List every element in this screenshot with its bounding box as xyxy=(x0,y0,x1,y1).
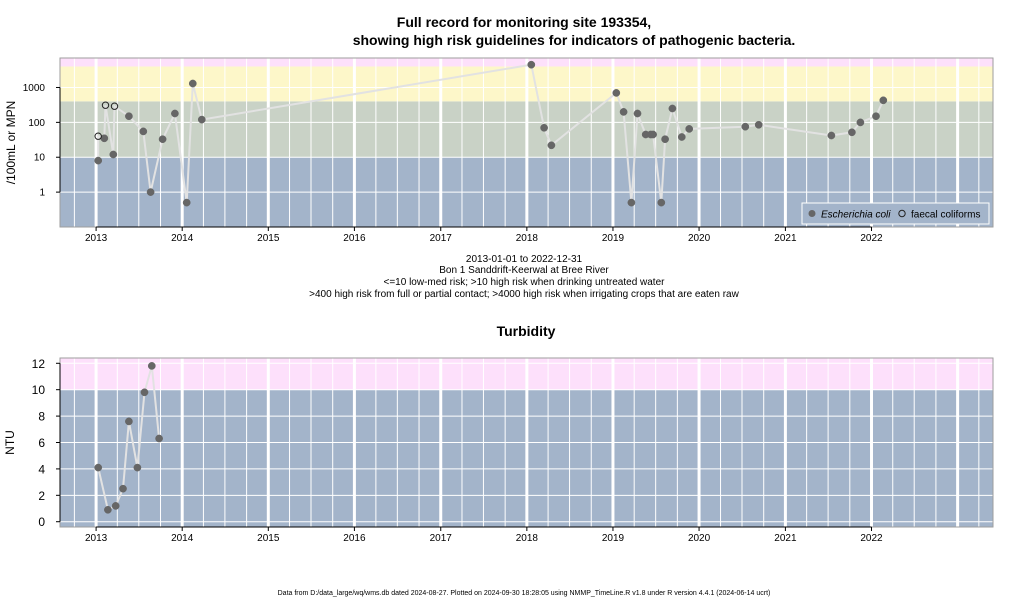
x-tick-label: 2014 xyxy=(171,233,194,244)
footer-note: Data from D:/data_large/wq/wms.db dated … xyxy=(278,590,771,597)
ecoli-point xyxy=(827,131,836,140)
ecoli-point xyxy=(657,198,666,207)
ecoli-point xyxy=(527,60,536,69)
legend-open-marker xyxy=(898,209,906,218)
x-tick-label: 2019 xyxy=(602,533,625,544)
ecoli-point xyxy=(649,130,657,139)
ecoli-point xyxy=(146,188,155,196)
legend-label-faecal-coliforms: faecal coliforms xyxy=(911,210,980,221)
x-tick-label: 2014 xyxy=(171,533,194,544)
turbidity-point xyxy=(125,417,133,426)
x-tick-label: 2016 xyxy=(343,233,366,244)
x-tick-label: 2015 xyxy=(257,533,280,544)
turbidity-point xyxy=(155,434,163,443)
y-axis-label: /100mL or MPN xyxy=(4,101,18,185)
y-tick-label: 10 xyxy=(32,383,46,397)
y-tick-label: 2 xyxy=(38,489,45,503)
y-tick-label: 1000 xyxy=(23,83,46,94)
turbidity-point xyxy=(111,502,120,510)
ecoli-point xyxy=(872,112,880,121)
y-tick-label: 10 xyxy=(34,153,46,164)
x-tick-label: 2020 xyxy=(688,233,711,244)
ecoli-point xyxy=(677,133,686,141)
faecal-coliform-point xyxy=(110,102,119,110)
x-tick-label: 2018 xyxy=(516,233,539,244)
turbidity-point xyxy=(133,463,142,472)
y-tick-label: 1 xyxy=(39,188,45,199)
x-tick-label: 2022 xyxy=(860,233,883,244)
turbidity-point xyxy=(104,505,112,514)
x-tick-label: 2013 xyxy=(85,533,108,544)
ecoli-point xyxy=(661,135,669,144)
subtitle-guideline-low: <=10 low-med risk; >10 high risk when dr… xyxy=(384,277,666,288)
y-tick-label: 6 xyxy=(38,436,45,450)
chart-title-line-2: showing high risk guidelines for indicat… xyxy=(353,32,796,48)
faecal-coliform-point xyxy=(101,101,110,109)
ecoli-panel: 1 10 100 1000 2013 2014 2015 2016 2017 2018 2019 20… xyxy=(4,57,994,244)
x-tick-label: 2021 xyxy=(774,533,797,544)
y-axis-label: NTU xyxy=(3,430,17,455)
ecoli-point xyxy=(109,150,118,159)
turbidity-panel-title: Turbidity xyxy=(497,323,556,339)
ecoli-point xyxy=(856,118,865,127)
turbidity-point xyxy=(94,463,103,472)
turbidity-point xyxy=(147,362,156,370)
chart-title-line-1: Full record for monitoring site 193354, xyxy=(397,14,651,30)
x-tick-label: 2021 xyxy=(774,233,797,244)
x-tick-label: 2019 xyxy=(602,233,625,244)
ecoli-point xyxy=(754,120,763,129)
x-tick-label: 2016 xyxy=(343,533,366,544)
x-tick-label: 2022 xyxy=(860,533,883,544)
turbidity-point xyxy=(119,484,127,493)
subtitle-date-range: 2013-01-01 to 2022-12-31 xyxy=(466,254,583,265)
y-tick-label: 100 xyxy=(28,118,45,129)
ecoli-point xyxy=(171,109,179,118)
ecoli-point xyxy=(197,115,206,124)
subtitle-guideline-high: >400 high risk from full or partial cont… xyxy=(309,289,739,300)
legend-box xyxy=(801,202,990,225)
ecoli-point xyxy=(668,104,677,113)
ecoli-point xyxy=(612,89,621,97)
ecoli-point xyxy=(879,96,888,105)
x-tick-label: 2020 xyxy=(688,533,711,544)
ecoli-point xyxy=(125,112,133,121)
ecoli-point xyxy=(627,198,636,207)
faecal-coliform-point xyxy=(94,132,102,140)
turbidity-point xyxy=(140,388,149,397)
y-tick-label: 12 xyxy=(32,357,46,371)
ecoli-point xyxy=(547,141,556,150)
subtitle-site-name: Bon 1 Sanddrift-Keerwal at Bree River xyxy=(439,265,609,276)
x-tick-label: 2017 xyxy=(430,233,453,244)
y-tick-label: 4 xyxy=(38,462,45,476)
y-tick-label: 8 xyxy=(38,410,45,424)
ecoli-point xyxy=(741,122,750,131)
x-tick-label: 2013 xyxy=(85,233,108,244)
ecoli-point xyxy=(188,79,197,88)
y-tick-label: 0 xyxy=(38,515,45,529)
ecoli-point xyxy=(619,108,628,116)
turbidity-panel: 0 2 4 6 8 10 12 2013 2014 2015 2016 2017 2018 2019 202… xyxy=(3,357,994,544)
ecoli-point xyxy=(848,128,856,137)
ecoli-point xyxy=(139,127,148,136)
legend-label-ecoli: Escherichia coli xyxy=(821,210,891,221)
ecoli-point xyxy=(94,156,103,165)
ecoli-point xyxy=(158,135,167,144)
legend-filled-marker xyxy=(808,210,816,217)
x-tick-label: 2018 xyxy=(516,533,539,544)
ecoli-point xyxy=(182,198,191,207)
x-tick-label: 2015 xyxy=(257,233,280,244)
ecoli-point xyxy=(633,109,642,118)
x-tick-label: 2017 xyxy=(430,533,453,544)
ecoli-point xyxy=(540,123,548,132)
ecoli-point xyxy=(685,125,694,133)
